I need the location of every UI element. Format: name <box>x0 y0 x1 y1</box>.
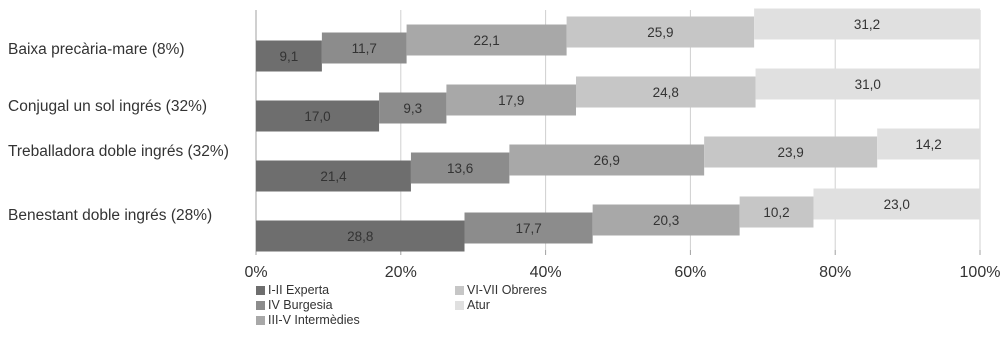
bar-segment <box>566 16 755 48</box>
legend-label: Atur <box>467 298 490 312</box>
bar-segment <box>704 136 878 168</box>
data-label: 20,3 <box>653 213 679 228</box>
legend-label: I-II Experta <box>268 283 330 297</box>
legend-label: III-V Intermèdies <box>268 313 360 327</box>
legend-item: I-II Experta <box>256 282 329 298</box>
bar-segment <box>739 196 814 228</box>
bar-segment <box>813 188 980 220</box>
data-label: 14,2 <box>915 137 941 152</box>
legend-swatch <box>455 285 464 295</box>
data-label: 9,3 <box>403 101 422 116</box>
data-label: 23,9 <box>778 145 804 160</box>
data-label: 26,9 <box>594 153 620 168</box>
bar-segment <box>406 24 567 56</box>
category-label: Baixa precària-mare (8%) <box>8 41 185 58</box>
bar-segment <box>446 84 577 116</box>
bar-segment <box>256 160 411 192</box>
x-tick-label: 60% <box>674 264 706 281</box>
data-label: 25,9 <box>647 25 673 40</box>
legend-swatch <box>256 300 265 310</box>
legend-swatch <box>256 285 265 295</box>
category-label: Conjugal un sol ingrés (32%) <box>8 98 208 115</box>
bar-segment <box>256 100 380 132</box>
bar-segment <box>509 144 705 176</box>
data-label: 17,0 <box>304 109 330 124</box>
x-tick-label: 40% <box>530 264 562 281</box>
data-label: 31,2 <box>854 17 880 32</box>
bar-segment <box>256 40 322 72</box>
data-label: 17,7 <box>515 221 541 236</box>
bar-segment <box>877 128 980 160</box>
bar-segment <box>321 32 407 64</box>
x-tick-label: 80% <box>819 264 851 281</box>
data-label: 31,0 <box>855 77 881 92</box>
bar-segment <box>379 92 447 124</box>
x-tick-label: 0% <box>244 264 267 281</box>
legend-item: IV Burgesia <box>256 297 333 313</box>
data-label: 17,9 <box>498 93 524 108</box>
data-label: 24,8 <box>653 85 679 100</box>
x-tick-label: 20% <box>385 264 417 281</box>
bar-segment <box>592 204 740 236</box>
category-label: Benestant doble ingrés (28%) <box>8 207 213 224</box>
data-label: 23,0 <box>884 197 910 212</box>
data-label: 28,8 <box>347 229 373 244</box>
legend-label: IV Burgesia <box>268 298 333 312</box>
legend-item: III-V Intermèdies <box>256 312 360 328</box>
data-label: 22,1 <box>473 33 499 48</box>
bar-segment <box>755 68 980 100</box>
data-label: 10,2 <box>763 205 789 220</box>
category-label: Treballadora doble ingrés (32%) <box>8 143 229 160</box>
legend-label: VI-VII Obreres <box>467 283 547 297</box>
legend-item: Atur <box>455 297 490 313</box>
data-label: 21,4 <box>320 169 347 184</box>
bar-segment <box>754 8 980 40</box>
x-tick-label: 100% <box>960 264 1001 281</box>
bar-segment <box>576 76 756 108</box>
legend-swatch <box>455 300 464 310</box>
bar-segment <box>410 152 510 184</box>
data-label: 13,6 <box>447 161 473 176</box>
bar-segment <box>464 212 593 244</box>
data-label: 9,1 <box>280 49 299 64</box>
data-label: 11,7 <box>352 41 377 56</box>
legend-item: VI-VII Obreres <box>455 282 547 298</box>
legend-swatch <box>256 315 265 325</box>
bar-segment <box>256 220 465 252</box>
